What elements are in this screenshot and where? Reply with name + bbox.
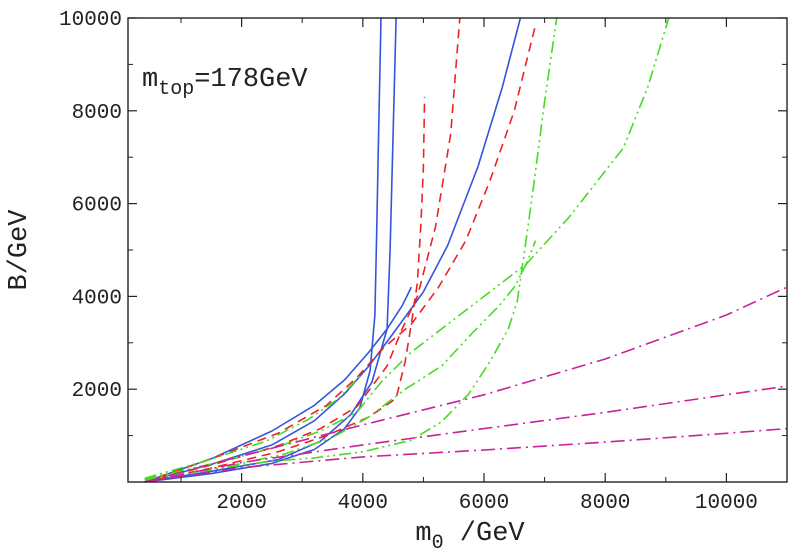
series-line-13 xyxy=(144,385,788,483)
mtop-annotation: mtop=178GeV xyxy=(142,65,308,101)
series-line-6 xyxy=(144,17,461,483)
x-axis-title-rest: /GeV xyxy=(444,519,526,549)
y-tick-label: 10000 xyxy=(59,9,122,32)
series-line-11 xyxy=(144,372,364,480)
y-tick-label: 6000 xyxy=(72,195,122,218)
x-axis-title: m0 /GeV xyxy=(415,519,525,553)
series-line-2 xyxy=(144,17,397,483)
y-tick-label: 4000 xyxy=(72,287,122,310)
x-axis-title-subscript: 0 xyxy=(432,532,444,553)
series-layer xyxy=(144,17,788,483)
series-line-4 xyxy=(144,286,413,483)
series-line-10 xyxy=(144,17,670,480)
annotation-rest: =178GeV xyxy=(194,65,308,95)
x-tick-label: 2000 xyxy=(216,492,266,515)
annotation-base: m xyxy=(142,65,158,95)
x-tick-label: 10000 xyxy=(695,492,758,515)
y-tick-label: 8000 xyxy=(72,102,122,125)
x-tick-label: 8000 xyxy=(580,492,630,515)
series-line-9 xyxy=(144,240,537,481)
annotation-subscript: top xyxy=(158,78,194,101)
y-axis-title: B/GeV xyxy=(5,209,35,291)
series-line-14 xyxy=(144,286,788,483)
x-tick-label: 6000 xyxy=(459,492,509,515)
y-tick-label: 2000 xyxy=(72,380,122,403)
x-axis-title-base: m xyxy=(415,519,431,549)
series-line-5 xyxy=(144,96,426,483)
ticks-layer: 2000 4000 6000 8000 10000 2000 4000 6000 8000 100… xyxy=(59,9,788,515)
x-tick-label: 4000 xyxy=(338,492,388,515)
series-line-12 xyxy=(144,427,788,483)
series-line-8 xyxy=(144,17,558,480)
